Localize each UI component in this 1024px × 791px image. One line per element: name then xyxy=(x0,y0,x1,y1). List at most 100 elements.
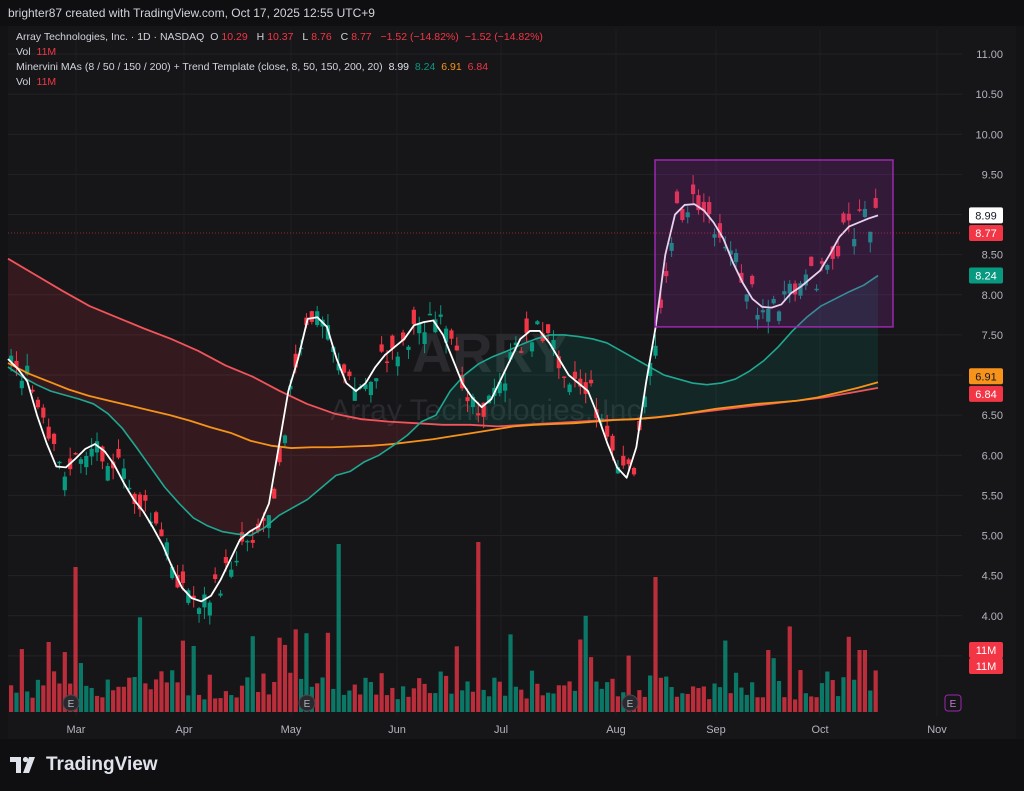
ma-line-ma150 xyxy=(7,362,879,449)
candle-body xyxy=(857,209,862,211)
attribution-text: brighter87 created with TradingView.com,… xyxy=(8,6,375,20)
volume-bar xyxy=(57,683,62,712)
volume-bar xyxy=(433,693,438,712)
volume-label-text: 11M xyxy=(976,645,997,657)
candle-body xyxy=(610,435,615,451)
x-tick-label: Jul xyxy=(494,724,508,736)
candle-body xyxy=(497,381,502,394)
volume-bar xyxy=(562,685,567,712)
candle-body xyxy=(46,426,51,439)
close-value: 8.77 xyxy=(351,31,372,43)
volume-bar xyxy=(143,683,148,712)
volume-bar xyxy=(111,690,116,712)
volume-bar xyxy=(25,691,30,712)
volume-bar xyxy=(664,676,669,712)
candle-body xyxy=(443,328,449,343)
volume-bar xyxy=(857,650,862,712)
volume-bar xyxy=(379,673,384,712)
candle-body xyxy=(793,283,798,295)
volume-bar xyxy=(750,682,755,712)
candle-body xyxy=(648,362,653,377)
volume-bar xyxy=(229,695,234,712)
volume-bar xyxy=(798,670,803,712)
y-tick-label: 4.50 xyxy=(982,571,1003,583)
candle-body xyxy=(486,395,492,404)
volume-bar xyxy=(674,696,680,712)
volume-bar xyxy=(760,697,765,712)
candle-body xyxy=(664,271,669,277)
candle-body xyxy=(84,455,89,468)
volume-bar xyxy=(551,693,556,712)
volume-bar xyxy=(723,640,728,712)
price-label-bg xyxy=(969,385,1003,402)
volume-value-2: 11M xyxy=(36,76,57,88)
y-tick-label: 6.00 xyxy=(982,450,1003,462)
volume-bar xyxy=(245,677,250,712)
volume-label-2[interactable]: Vol xyxy=(16,76,31,88)
volume-bar xyxy=(331,688,336,712)
candle-body xyxy=(57,461,62,464)
candle-body xyxy=(384,361,390,363)
volume-bar xyxy=(266,694,271,712)
volume-bar xyxy=(486,696,492,712)
volume-bar xyxy=(30,697,35,712)
volume-bar xyxy=(325,632,331,712)
candle-body xyxy=(787,283,792,294)
candle-body xyxy=(137,494,143,510)
volume-bar xyxy=(320,677,325,712)
candle-body xyxy=(868,231,873,243)
candle-body xyxy=(707,202,712,214)
price-label-text: 8.77 xyxy=(975,228,996,240)
candle-body xyxy=(213,574,218,580)
volume-bar xyxy=(524,698,529,712)
candle-body xyxy=(347,371,352,377)
volume-bar xyxy=(819,683,825,712)
candle-body xyxy=(170,566,175,579)
candle-body xyxy=(739,272,744,283)
candle-body xyxy=(19,380,24,389)
chart-panel[interactable] xyxy=(8,26,1016,739)
ma-line-ma200 xyxy=(7,257,879,428)
volume-bar xyxy=(513,686,518,712)
volume-bar xyxy=(658,677,663,712)
volume-bar xyxy=(256,691,261,712)
volume-bar xyxy=(476,542,481,712)
volume-bar xyxy=(680,693,685,712)
candle-body xyxy=(846,213,851,221)
volume-bar xyxy=(830,680,835,712)
candle-body xyxy=(41,407,46,418)
earnings-marker-icon xyxy=(298,694,316,712)
candle-body xyxy=(261,518,266,521)
candle-body xyxy=(180,571,186,584)
volume-bar xyxy=(153,679,159,712)
volume-bar xyxy=(782,697,787,712)
volume-bar xyxy=(825,671,830,712)
volume-bar xyxy=(873,670,878,712)
symbol-text[interactable]: Array Technologies, Inc. · 1D · NASDAQ xyxy=(16,31,205,43)
volume-bar xyxy=(588,657,594,712)
tradingview-logo[interactable]: TradingView xyxy=(10,754,158,776)
x-tick-label: Mar xyxy=(67,724,86,736)
candle-body xyxy=(852,238,857,247)
volume-label[interactable]: Vol xyxy=(16,46,31,58)
volume-label-text: 11M xyxy=(976,661,997,673)
volume-bar xyxy=(460,690,465,712)
volume-bar xyxy=(605,682,610,712)
candle-body xyxy=(363,384,368,389)
volume-bar xyxy=(642,696,647,712)
candle-body xyxy=(599,418,604,420)
price-label-bg xyxy=(969,267,1003,284)
volume-bar xyxy=(653,577,658,712)
volume-bar xyxy=(202,699,207,712)
candle-body xyxy=(73,452,78,455)
candle-body xyxy=(605,425,610,437)
volume-bar xyxy=(368,682,373,712)
volume-bar xyxy=(14,692,19,712)
indicator-name[interactable]: Minervini MAs (8 / 50 / 150 / 200) + Tre… xyxy=(16,61,383,73)
volume-bar xyxy=(529,670,535,712)
volume-bar xyxy=(648,675,653,712)
candle-body xyxy=(390,335,395,349)
ma200-value: 6.84 xyxy=(467,61,489,73)
candle-body xyxy=(728,250,733,255)
